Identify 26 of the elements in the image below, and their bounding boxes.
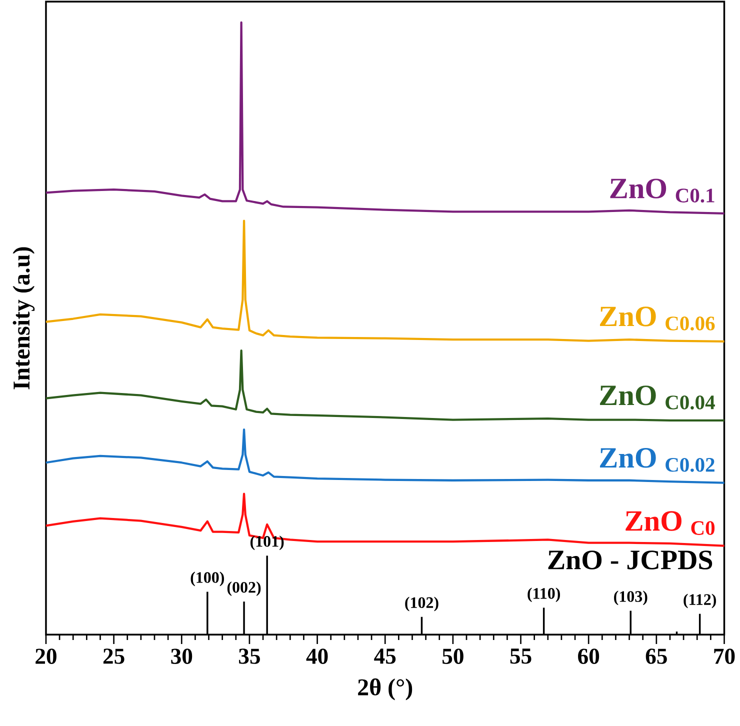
x-tick-label: 35 <box>238 648 260 664</box>
annotation: (101) <box>250 536 284 550</box>
series-label: ZnO $_{C0.06}$ <box>600 306 715 331</box>
y-axis-title: Intensity (a.u) <box>12 247 35 390</box>
x-tick-label: 40 <box>306 648 328 664</box>
annotation: (103) <box>614 590 648 606</box>
series-label: ZnO $_{C0.04}$ <box>600 386 715 410</box>
annotation: (100) <box>190 572 224 586</box>
series-label: ZnO - JCPDS <box>548 550 712 570</box>
x-tick-label: 25 <box>103 648 124 664</box>
x-axis-title: 2θ (°) <box>358 678 412 701</box>
series-label: ZnO $_{C0.02}$ <box>600 448 714 472</box>
series-label: ZnO $_{C0}$ <box>626 511 715 536</box>
x-tick-label: 45 <box>374 648 396 664</box>
annotation: (110) <box>528 588 560 602</box>
annotation: (112) <box>684 594 716 608</box>
x-tick-label: 30 <box>171 648 192 664</box>
annotation: (102) <box>405 596 438 612</box>
x-tick-label: 70 <box>714 648 735 664</box>
x-tick-label: 20 <box>36 648 56 664</box>
annotation: (002) <box>227 582 261 596</box>
x-tick-label: 65 <box>646 648 667 664</box>
x-tick-label: 55 <box>510 648 532 664</box>
series-label: ZnO $_{C0.1}$ <box>610 178 714 203</box>
x-tick-label: 50 <box>442 648 464 664</box>
x-tick-label: 60 <box>578 648 600 664</box>
